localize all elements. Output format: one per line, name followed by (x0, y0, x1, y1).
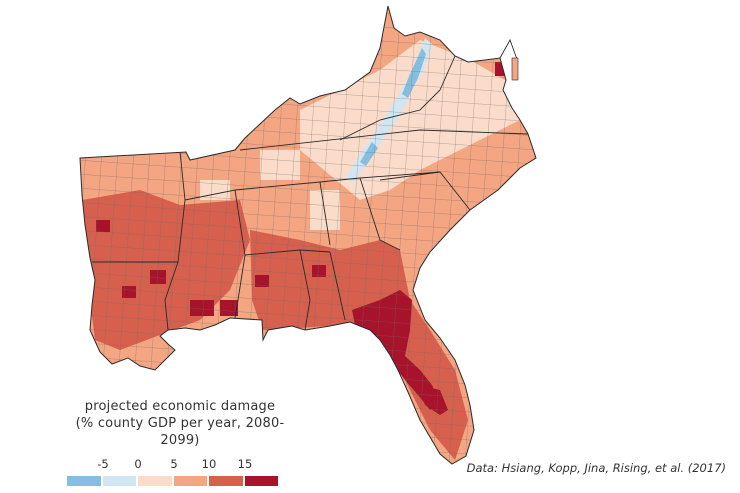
legend-ticks: -5 0 5 10 15 (66, 457, 300, 473)
legend-tick: 5 (170, 457, 178, 471)
legend-swatch (137, 475, 173, 487)
data-source-credit: Data: Hsiang, Kopp, Jina, Rising, et al.… (466, 461, 726, 475)
legend-tick: 0 (134, 457, 142, 471)
legend-swatch (66, 475, 102, 487)
legend-tick: 15 (237, 457, 253, 471)
legend-color-bar (66, 475, 300, 487)
legend-swatch (208, 475, 244, 487)
legend-title-line2: (% county GDP per year, 2080-2099) (75, 416, 285, 448)
legend-swatch (172, 475, 208, 487)
legend-swatch (243, 475, 279, 487)
legend-tick: -5 (97, 457, 109, 471)
legend-tick: 10 (201, 457, 217, 471)
legend-title-line1: projected economic damage (84, 399, 276, 414)
legend-swatch (101, 475, 137, 487)
state-borders (92, 38, 529, 331)
delmarva-peninsula (511, 57, 519, 81)
legend: projected economic damage (% county GDP … (60, 398, 300, 487)
